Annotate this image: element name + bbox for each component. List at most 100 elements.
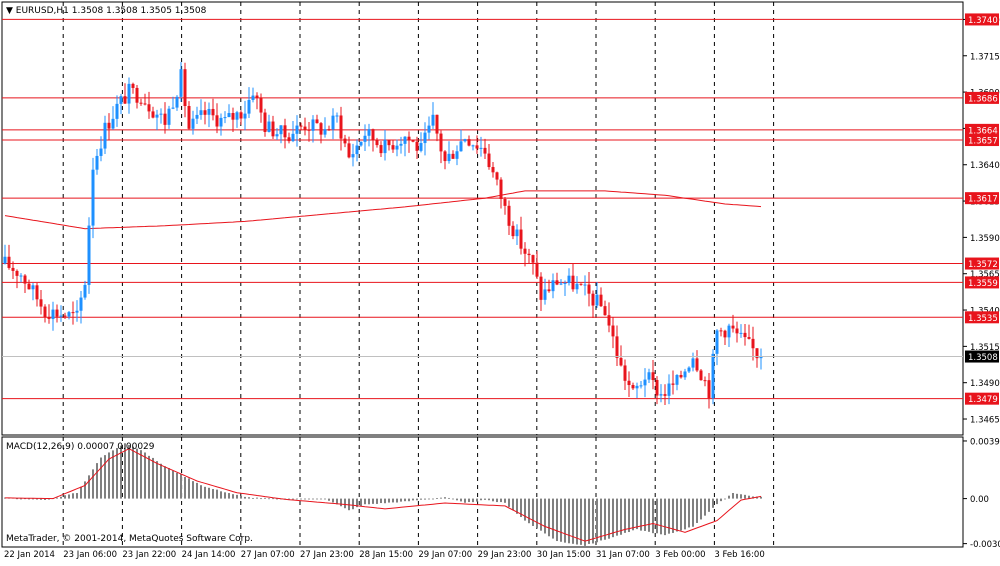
candle-body <box>407 136 411 141</box>
macd-bar <box>44 498 46 500</box>
candle-body <box>63 315 67 317</box>
macd-tick-label: 0.00 <box>970 495 989 505</box>
candle-body <box>275 134 279 137</box>
candle-body <box>211 108 215 116</box>
candle-body <box>755 348 759 359</box>
time-tick-label: 22 Jan 2014 <box>4 550 55 560</box>
candle-body <box>627 380 631 386</box>
macd-bar <box>652 498 654 534</box>
candle-body <box>663 394 667 396</box>
macd-bar <box>368 498 370 505</box>
macd-bar <box>648 498 650 532</box>
macd-signal-path <box>5 448 762 542</box>
macd-bar <box>400 498 402 502</box>
macd-bar <box>748 495 750 499</box>
candle-body <box>435 114 439 134</box>
level-price-badge <box>965 392 999 405</box>
candle-body <box>739 332 743 334</box>
price-pane[interactable]: ▼ EURUSD,H1 1.3508 1.3508 1.3505 1.3508 <box>1 1 964 436</box>
macd-tick-label: 0.00393 <box>970 437 1000 447</box>
macd-bar <box>644 498 646 531</box>
candle-body <box>631 385 635 389</box>
macd-bar <box>700 498 702 520</box>
macd-bar <box>304 498 306 500</box>
price-tick-label: 1.3640 <box>970 161 1000 171</box>
candle-body <box>111 118 115 129</box>
candle-body <box>679 374 683 378</box>
candle-body <box>599 294 603 307</box>
copyright-label: MetaTrader, © 2001-2014, MetaQuotes Soft… <box>6 534 253 544</box>
macd-bar <box>332 498 334 503</box>
candle-body <box>427 125 431 133</box>
macd-bar <box>476 498 478 502</box>
macd-bar <box>272 498 274 500</box>
macd-bar <box>352 498 354 510</box>
macd-bar <box>24 498 26 500</box>
macd-bar <box>216 489 218 499</box>
candle-body <box>11 267 15 271</box>
time-axis: 22 Jan 2014 23 Jan 06:00 23 Jan 22:00 24 Ja… <box>4 550 765 560</box>
macd-bar <box>616 498 618 536</box>
macd-bar <box>432 498 434 500</box>
time-tick-label: 29 Jan 07:00 <box>418 550 472 560</box>
candle-body <box>191 118 195 129</box>
level-price-label: 1.3617 <box>968 195 998 205</box>
macd-bar <box>480 498 482 501</box>
symbol-header: ▼ EURUSD,H1 1.3508 1.3508 1.3505 1.3508 <box>6 6 207 16</box>
candle-body <box>463 139 467 142</box>
candle-body <box>439 133 443 152</box>
candle-body <box>731 325 735 329</box>
macd-bar <box>416 498 418 501</box>
macd-bar <box>108 452 110 499</box>
time-tick-label: 30 Jan 15:00 <box>537 550 591 560</box>
price-pane-border <box>1 1 964 436</box>
candle-body <box>723 330 727 338</box>
candle-body <box>591 293 595 306</box>
macd-bar <box>356 498 358 508</box>
macd-bar <box>48 498 50 500</box>
macd-bar <box>88 475 90 499</box>
candle-body <box>383 139 387 154</box>
level-price-badge <box>965 91 999 104</box>
candle-body <box>643 379 647 386</box>
candle-body <box>67 312 71 317</box>
candle-body <box>567 275 571 283</box>
macd-bar <box>412 498 414 501</box>
candle-body <box>79 297 83 311</box>
candle-body <box>391 145 395 150</box>
price-tick-label: 1.3590 <box>970 234 1000 244</box>
candle-body <box>499 179 503 199</box>
candle-body <box>475 145 479 149</box>
macd-pane[interactable]: MACD(12,26,9) 0.00007 0.00029 MetaTrader… <box>1 436 964 548</box>
macd-bar <box>384 498 386 504</box>
candle-body <box>339 115 343 139</box>
macd-histogram <box>4 443 762 546</box>
candle-body <box>359 141 363 146</box>
candle-body <box>347 143 351 158</box>
macd-bar <box>560 498 562 542</box>
macd-bar <box>324 498 326 500</box>
macd-bar <box>484 498 486 500</box>
candle-body <box>363 135 367 142</box>
candle-body <box>747 337 751 339</box>
level-price-label: 1.3686 <box>968 94 998 104</box>
macd-bar <box>712 498 714 508</box>
candle-body <box>411 140 415 142</box>
macd-bar <box>172 470 174 499</box>
candle-body <box>159 113 163 115</box>
candle-body <box>483 147 487 154</box>
candle-body <box>295 125 299 134</box>
candle-body <box>71 312 75 314</box>
candle-body <box>179 69 183 97</box>
candle-body <box>55 309 59 317</box>
candle-body <box>39 299 43 307</box>
macd-bar <box>444 497 446 499</box>
candle-body <box>331 115 335 130</box>
macd-bar <box>680 498 682 531</box>
macd-bar <box>696 498 698 523</box>
level-price-label: 1.3657 <box>968 137 998 147</box>
macd-bar <box>532 498 534 526</box>
candle-body <box>187 105 191 129</box>
candle-body <box>695 358 699 371</box>
